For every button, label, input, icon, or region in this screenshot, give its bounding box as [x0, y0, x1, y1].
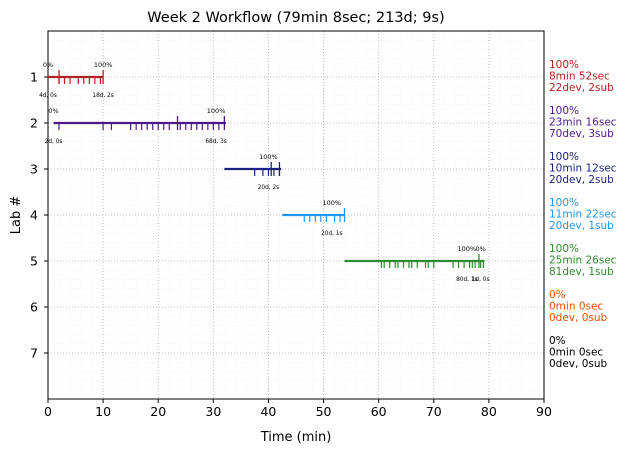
progress-annotation: 100% — [207, 107, 226, 115]
summary-line: 23min 16sec — [549, 117, 617, 129]
summary-line: 25min 26sec — [549, 255, 617, 267]
x-tick-label: 20 — [150, 404, 166, 419]
count-annotation: 18d, 2s — [92, 93, 113, 99]
x-tick-label: 40 — [260, 404, 276, 419]
count-annotation: 68d, 3s — [205, 139, 226, 145]
count-annotation: 2d, 0s — [45, 139, 63, 145]
y-tick-label: 4 — [30, 208, 38, 223]
progress-annotation: 100% — [323, 199, 342, 207]
summary-line: 0min 0sec — [549, 347, 603, 359]
x-tick-label: 10 — [95, 404, 111, 419]
summary-line: 20dev, 1sub — [549, 220, 614, 232]
x-axis-ticks: 0 10 20 30 40 50 60 70 80 90 — [44, 399, 552, 419]
summary-line: 70dev, 3sub — [549, 128, 614, 140]
count-annotation: 80d, 1s — [456, 277, 477, 283]
summary-line: 0dev, 0sub — [549, 358, 608, 370]
progress-annotation: 0% — [48, 107, 58, 115]
x-tick-label: 80 — [481, 404, 497, 419]
progress-annotation: 100% — [458, 245, 477, 253]
summary-line: 100% — [549, 105, 579, 117]
progress-annotation: 100% — [94, 61, 113, 69]
count-annotation: 20d, 1s — [321, 231, 342, 237]
lab-2-series: 0% 2d, 0s 100% 68d, 3s — [45, 107, 227, 145]
summary-line: 8min 52sec — [549, 71, 610, 83]
lab-3-series: 100% 20d, 2s — [224, 153, 282, 191]
y-axis-ticks: 1 2 3 4 5 6 7 — [30, 70, 48, 361]
lab-series: 0% 4d, 0s 100% 18d, 2s 0% 2d, 0s 100% 68d, 3s 10… — [39, 61, 489, 283]
lab-1-series: 0% 4d, 0s 100% 18d, 2s — [39, 61, 114, 99]
x-tick-label: 50 — [316, 404, 332, 419]
x-tick-label: 0 — [44, 404, 52, 419]
summary-line: 11min 22sec — [549, 209, 617, 221]
y-tick-label: 7 — [30, 346, 38, 361]
summary-line: 0% — [549, 335, 566, 347]
lab-4-series: 100% 20d, 1s — [282, 199, 346, 237]
progress-annotation: 100% — [259, 153, 278, 161]
x-tick-label: 60 — [371, 404, 387, 419]
lab-5-series: 100% 80d, 1s 0% 1d, 0s — [344, 245, 490, 283]
y-tick-label: 1 — [30, 70, 38, 85]
summary-line: 0dev, 0sub — [549, 312, 608, 324]
x-tick-label: 90 — [536, 404, 552, 419]
y-tick-label: 2 — [30, 116, 38, 131]
progress-annotation: 0% — [43, 61, 53, 69]
count-annotation: 4d, 0s — [39, 93, 57, 99]
summary-line: 81dev, 1sub — [549, 266, 614, 278]
x-tick-label: 30 — [205, 404, 221, 419]
y-tick-label: 3 — [30, 162, 38, 177]
summary-line: 100% — [549, 243, 579, 255]
summary-line: 10min 12sec — [549, 163, 617, 175]
y-tick-label: 6 — [30, 300, 38, 315]
chart-title: Week 2 Workflow (79min 8sec; 213d; 9s) — [147, 10, 444, 26]
summary-line: 0% — [549, 289, 566, 301]
summary-line: 0min 0sec — [549, 301, 603, 313]
summary-line: 20dev, 2sub — [549, 174, 614, 186]
y-axis-label: Lab # — [9, 196, 24, 235]
summary-line: 100% — [549, 197, 579, 209]
count-annotation: 20d, 2s — [258, 185, 279, 191]
progress-annotation: 0% — [475, 245, 485, 253]
y-tick-label: 5 — [30, 254, 38, 269]
count-annotation: 1d, 0s — [472, 277, 490, 283]
x-axis-label: Time (min) — [260, 430, 332, 445]
x-tick-label: 70 — [426, 404, 442, 419]
summary-line: 100% — [549, 59, 579, 71]
summary-line: 22dev, 2sub — [549, 82, 614, 94]
summary-line: 100% — [549, 151, 579, 163]
